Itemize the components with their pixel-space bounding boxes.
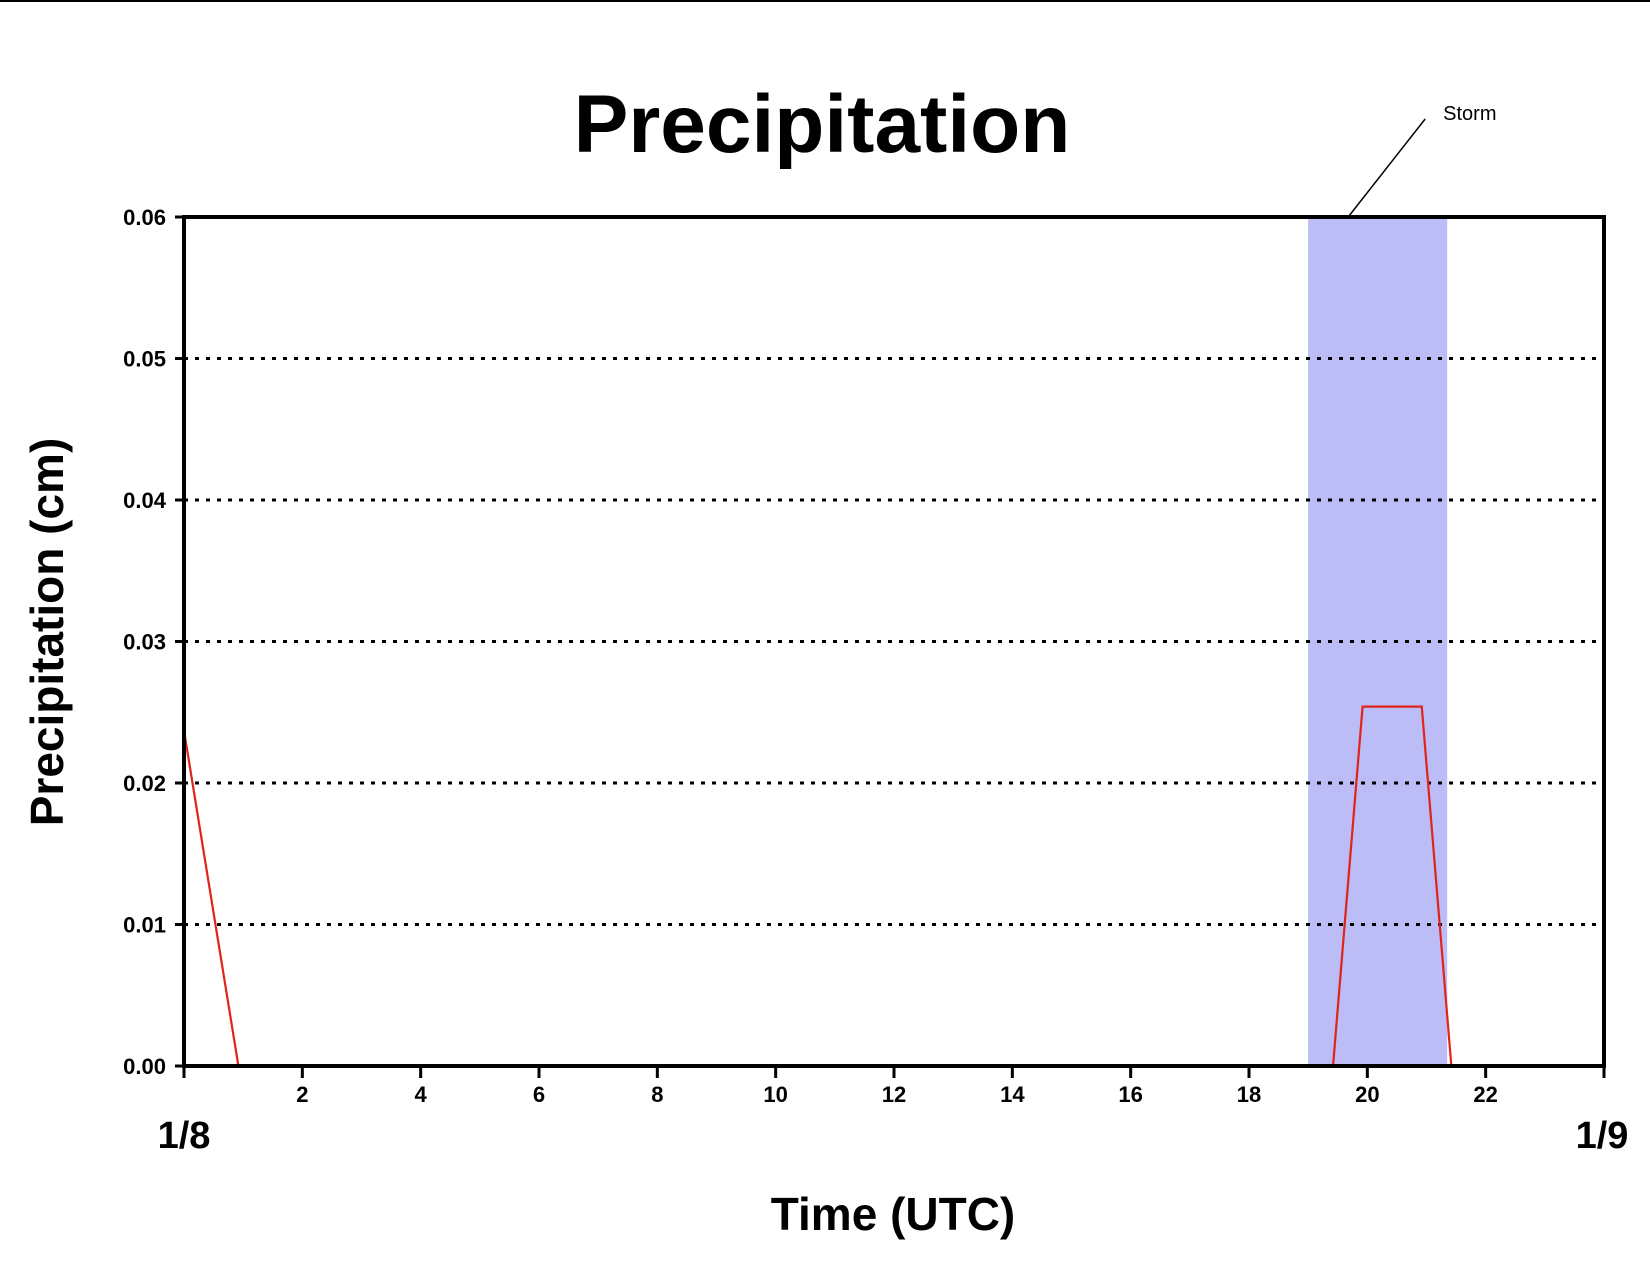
x-tick-label: 16 [1118,1082,1142,1107]
x-tick-label: 10 [763,1082,787,1107]
x-axis-ticks: 2 4 6 8 10 12 14 16 18 20 22 [182,1066,1606,1107]
y-axis-label: Precipitation (cm) [21,438,73,827]
x-tick-label: 2 [296,1082,308,1107]
storm-annotation-leader [1347,118,1426,218]
x-tick-label: 14 [1000,1082,1025,1107]
x-tick-label: 4 [415,1082,428,1107]
storm-annotation-label: Storm [1443,103,1496,125]
y-axis-ticks: 0.00 0.01 0.02 0.03 0.04 0.05 0.06 [123,205,184,1079]
x-tick-label: 6 [533,1082,545,1107]
y-tick-label: 0.00 [123,1054,166,1079]
x-tick-label: 12 [882,1082,906,1107]
x-axis-label: Time (UTC) [771,1188,1016,1240]
x-date-label-start: 1/8 [158,1115,211,1157]
y-tick-label: 0.03 [123,630,166,655]
x-tick-label: 18 [1237,1082,1261,1107]
x-tick-label: 20 [1355,1082,1379,1107]
y-tick-label: 0.01 [123,913,166,938]
y-tick-label: 0.06 [123,205,166,230]
x-date-label-end: 1/9 [1576,1115,1629,1157]
x-tick-label: 22 [1473,1082,1497,1107]
y-tick-label: 0.02 [123,771,166,796]
x-tick-label: 8 [651,1082,663,1107]
chart-title: Precipitation [574,79,1071,170]
y-tick-label: 0.05 [123,347,166,372]
y-tick-label: 0.04 [123,488,167,513]
